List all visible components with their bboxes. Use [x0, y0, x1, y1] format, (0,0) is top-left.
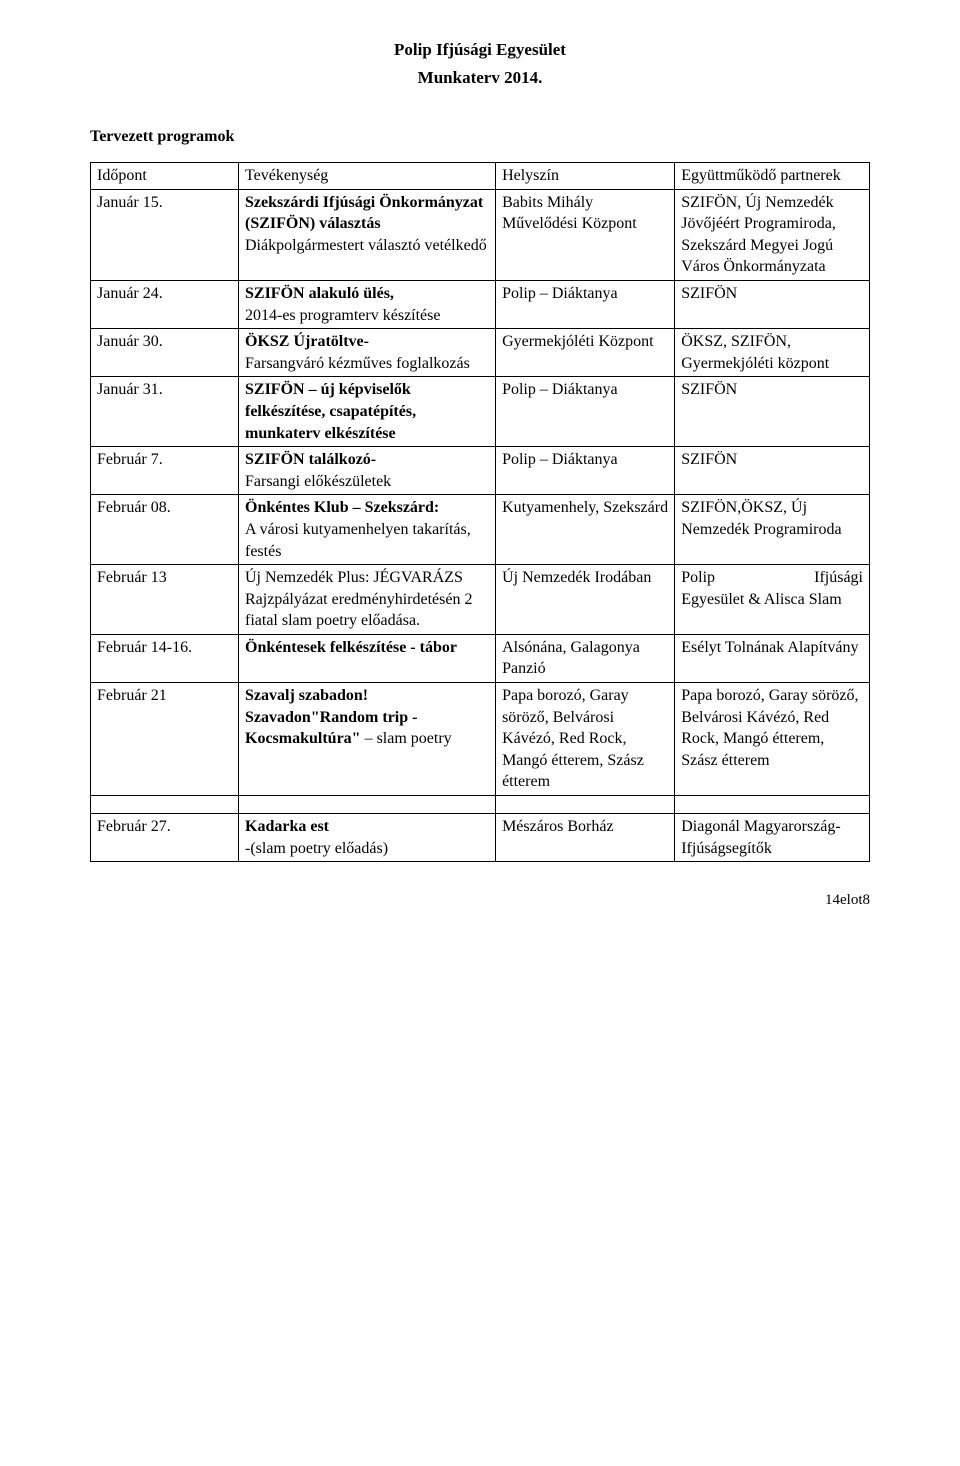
cell-date: Február 08.: [91, 495, 239, 565]
table-row: Február 13Új Nemzedék Plus: JÉGVARÁZS Ra…: [91, 565, 870, 635]
table-row: Január 30.ÖKSZ Újratöltve-Farsangváró ké…: [91, 329, 870, 377]
cell-venue: Új Nemzedék Irodában: [496, 565, 675, 635]
cell-venue: Kutyamenhely, Szekszárd: [496, 495, 675, 565]
cell-activity: SZIFÖN – új képviselők felkészítése, csa…: [239, 377, 496, 447]
table-row: Január 15.Szekszárdi Ifjúsági Önkormányz…: [91, 189, 870, 280]
cell-date: Február 27.: [91, 814, 239, 862]
column-header: Időpont: [91, 163, 239, 190]
cell-partner: ÖKSZ, SZIFÖN, Gyermekjóléti központ: [675, 329, 870, 377]
cell-date: Január 24.: [91, 280, 239, 328]
cell-activity: Önkéntes Klub – Szekszárd:A városi kutya…: [239, 495, 496, 565]
cell-venue: Polip – Diáktanya: [496, 447, 675, 495]
table-row: Február 08.Önkéntes Klub – Szekszárd:A v…: [91, 495, 870, 565]
cell-partner: Diagonál Magyarország- Ifjúságsegítők: [675, 814, 870, 862]
cell-date: Február 7.: [91, 447, 239, 495]
program-table: IdőpontTevékenységHelyszínEgyüttműködő p…: [90, 162, 870, 862]
cell-partner: Esélyt Tolnának Alapítvány: [675, 634, 870, 682]
table-row: Február 21Szavalj szabadon! Szavadon"Ran…: [91, 683, 870, 796]
cell-activity: SZIFÖN találkozó-Farsangi előkészületek: [239, 447, 496, 495]
section-heading: Tervezett programok: [90, 128, 870, 146]
cell-venue: Alsónána, Galagonya Panzió: [496, 634, 675, 682]
cell-date: Február 13: [91, 565, 239, 635]
table-row: Január 24.SZIFÖN alakuló ülés,2014-es pr…: [91, 280, 870, 328]
cell-venue: Polip – Diáktanya: [496, 377, 675, 447]
cell-date: Január 30.: [91, 329, 239, 377]
cell-activity: ÖKSZ Újratöltve-Farsangváró kézműves fog…: [239, 329, 496, 377]
cell-venue: Papa borozó, Garay söröző, Belvárosi Káv…: [496, 683, 675, 796]
cell-venue: Polip – Diáktanya: [496, 280, 675, 328]
cell-date: Február 21: [91, 683, 239, 796]
cell-activity: Önkéntesek felkészítése - tábor: [239, 634, 496, 682]
page-title: Polip Ifjúsági Egyesület: [90, 40, 870, 60]
cell-activity: Kadarka est-(slam poetry előadás): [239, 814, 496, 862]
table-row: Február 7.SZIFÖN találkozó-Farsangi elők…: [91, 447, 870, 495]
column-header: Tevékenység: [239, 163, 496, 190]
cell-date: Január 31.: [91, 377, 239, 447]
cell-activity: Szavalj szabadon! Szavadon"Random trip -…: [239, 683, 496, 796]
page-footer: 14elot8: [90, 892, 870, 909]
cell-activity: SZIFÖN alakuló ülés,2014-es programterv …: [239, 280, 496, 328]
cell-activity: Új Nemzedék Plus: JÉGVARÁZS Rajzpályázat…: [239, 565, 496, 635]
cell-venue: Mészáros Borház: [496, 814, 675, 862]
table-row: Január 31.SZIFÖN – új képviselők felkész…: [91, 377, 870, 447]
cell-activity: Szekszárdi Ifjúsági Önkormányzat (SZIFÖN…: [239, 189, 496, 280]
column-header: Együttműködő partnerek: [675, 163, 870, 190]
cell-partner: Papa borozó, Garay söröző, Belvárosi Káv…: [675, 683, 870, 796]
cell-partner: PolipIfjúságiEgyesület & Alisca Slam: [675, 565, 870, 635]
table-row: Február 27.Kadarka est-(slam poetry előa…: [91, 814, 870, 862]
table-row: Február 14-16.Önkéntesek felkészítése - …: [91, 634, 870, 682]
page-subtitle: Munkaterv 2014.: [90, 68, 870, 88]
cell-partner: SZIFÖN: [675, 377, 870, 447]
cell-partner: SZIFÖN, Új Nemzedék Jövőjéért Programiro…: [675, 189, 870, 280]
cell-venue: Gyermekjóléti Központ: [496, 329, 675, 377]
column-header: Helyszín: [496, 163, 675, 190]
cell-date: Január 15.: [91, 189, 239, 280]
cell-partner: SZIFÖN,ÖKSZ, Új Nemzedék Programiroda: [675, 495, 870, 565]
cell-partner: SZIFÖN: [675, 280, 870, 328]
cell-partner: SZIFÖN: [675, 447, 870, 495]
cell-venue: Babits Mihály Művelődési Központ: [496, 189, 675, 280]
cell-date: Február 14-16.: [91, 634, 239, 682]
